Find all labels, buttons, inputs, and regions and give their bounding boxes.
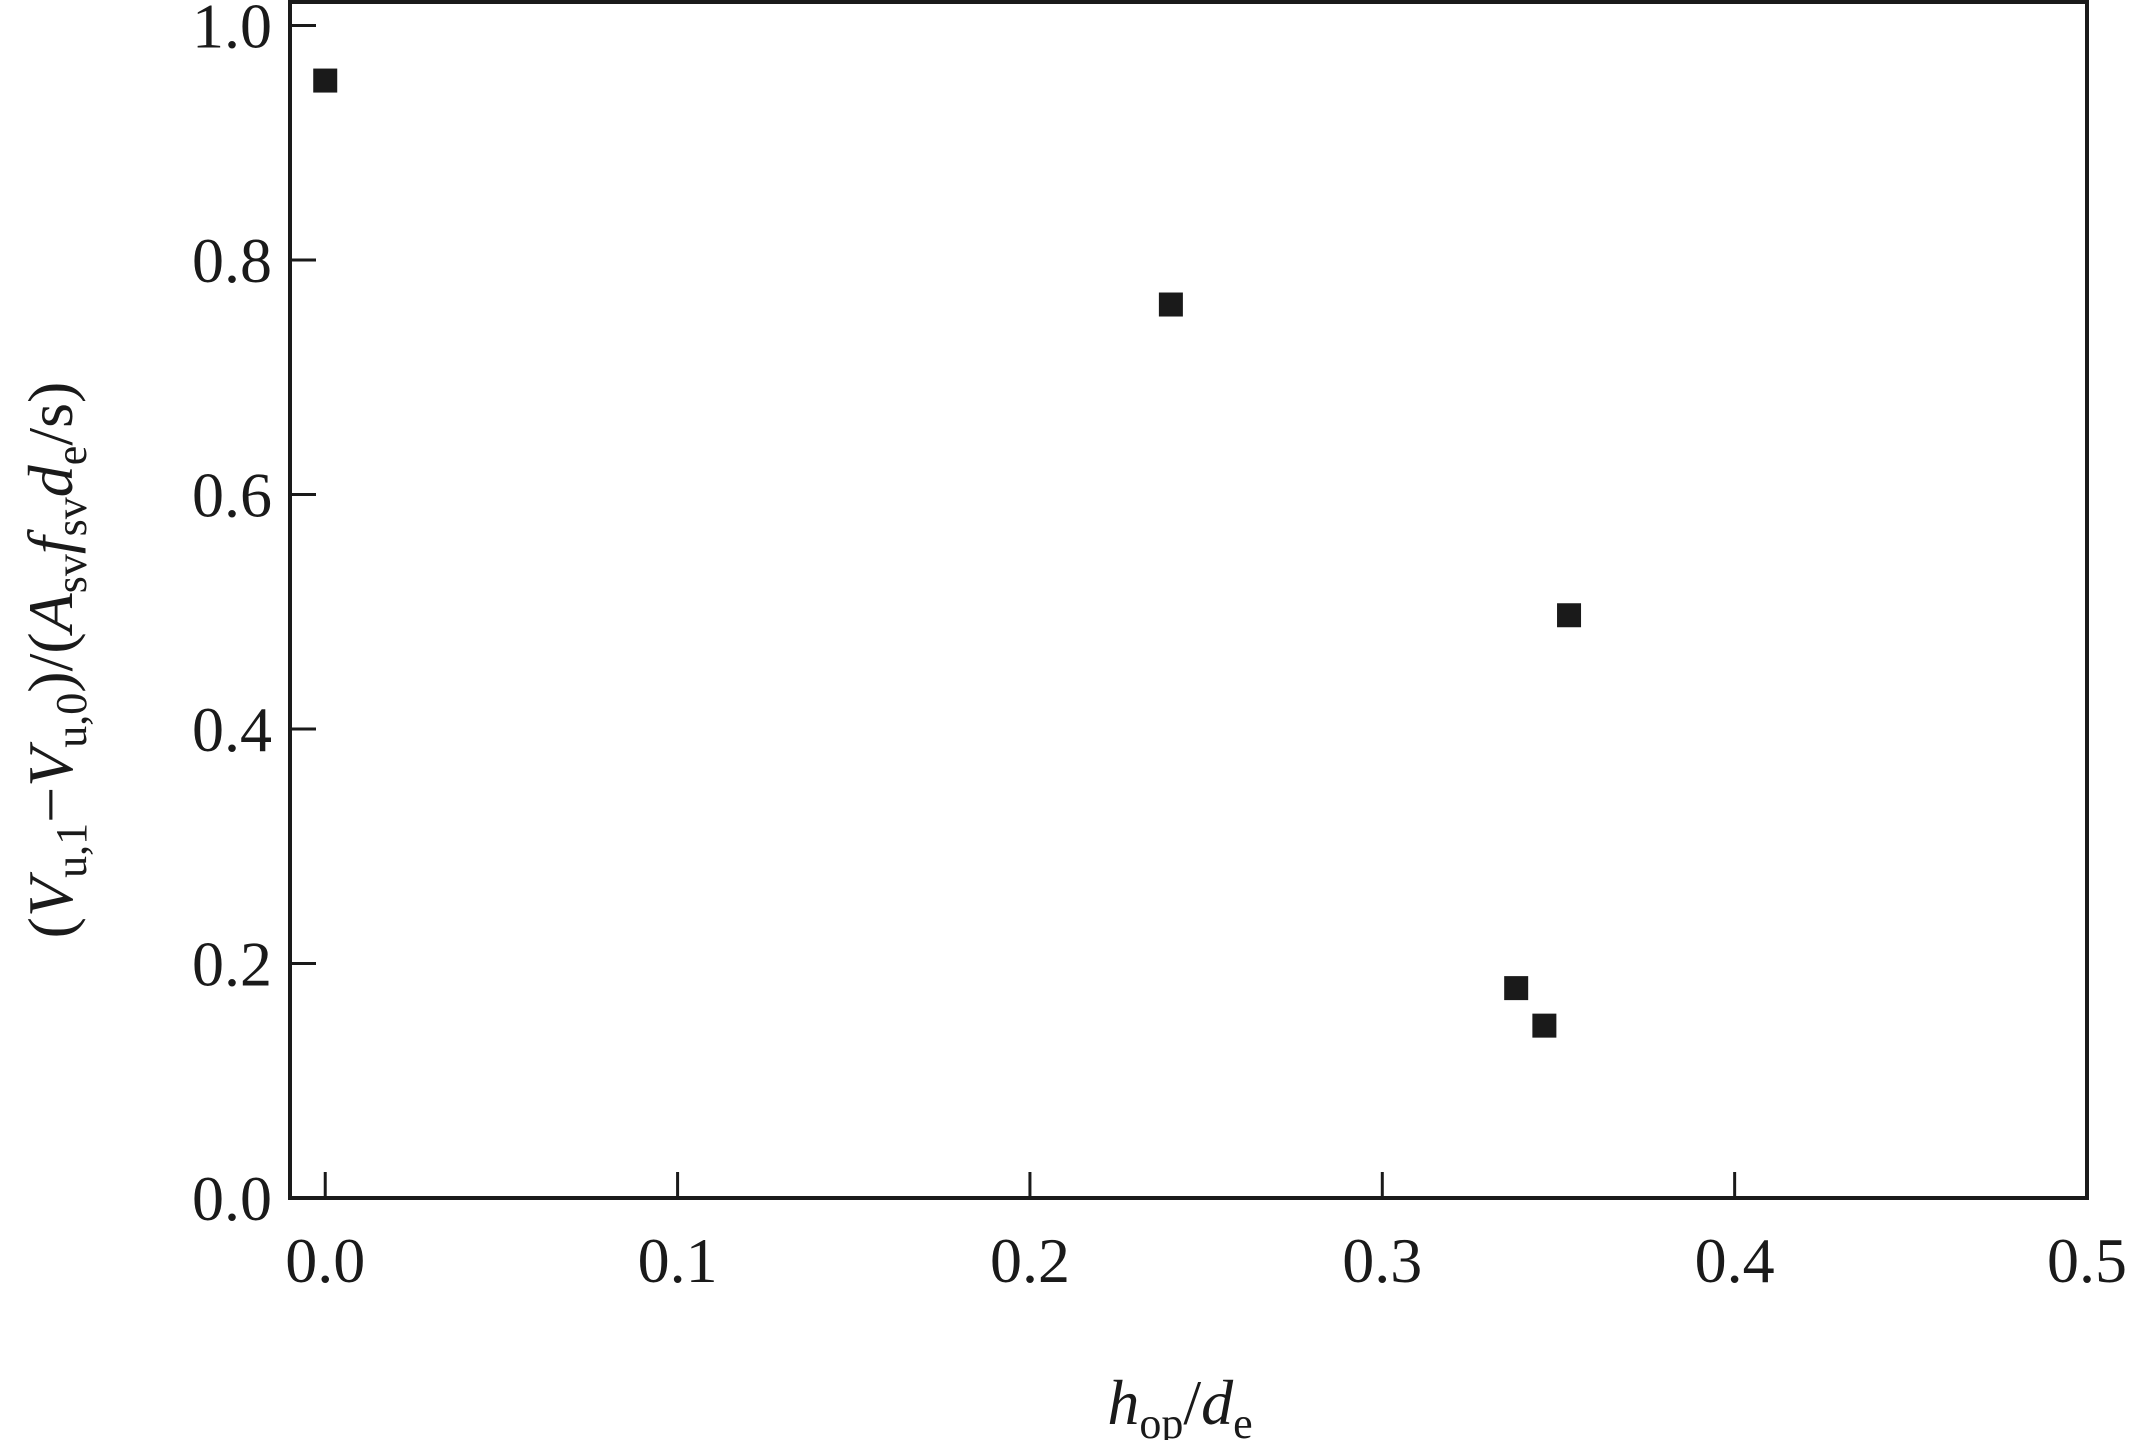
x-tick-label: 0.2 [990, 1225, 1070, 1296]
x-label-sub-op: op [1139, 1399, 1183, 1440]
x-tick-label: 0.5 [2047, 1225, 2127, 1296]
y-label-sub-sv2: sv [47, 497, 96, 536]
y-axis: 0.0 0.2 0.4 0.6 0.8 1.0 [192, 0, 316, 1234]
y-label-sub-e: e [47, 446, 96, 466]
x-tick-label: 0.4 [1695, 1225, 1775, 1296]
y-tick-label: 0.0 [192, 1163, 272, 1234]
data-point [1557, 603, 1582, 628]
y-label-a: A [15, 592, 86, 636]
data-point [1504, 976, 1529, 1001]
y-label-sub-u1: u,1 [47, 823, 96, 878]
x-label-h: h [1107, 1367, 1139, 1438]
y-tick-label: 0.8 [192, 225, 272, 296]
x-label-slash: / [1183, 1367, 1201, 1438]
y-label-d: d [15, 464, 86, 497]
plot-frame [288, 0, 2089, 1200]
x-axis: 0.0 0.1 0.2 0.3 0.4 0.5 [285, 1172, 2127, 1296]
y-label-open: ( [15, 917, 86, 938]
y-label-v2: V [15, 741, 86, 787]
y-tick-label: 1.0 [192, 0, 272, 61]
x-label-d: d [1201, 1367, 1234, 1438]
data-point [313, 68, 338, 93]
y-label-end: /s) [15, 382, 86, 446]
data-points [313, 68, 1582, 1038]
y-label-minus: − [15, 787, 86, 823]
x-tick-label: 0.0 [285, 1225, 365, 1296]
y-axis-label: (Vu,1−Vu,0)/(Asvfsvde/s) [15, 382, 96, 939]
y-tick-label: 0.2 [192, 928, 272, 999]
y-tick-label: 0.6 [192, 459, 272, 530]
x-label-sub-e: e [1233, 1399, 1253, 1440]
y-label-sub-sv1: sv [47, 554, 96, 593]
y-label-mid: )/( [15, 632, 86, 692]
data-point [1532, 1013, 1557, 1038]
x-axis-label: hop/de [1107, 1367, 1252, 1440]
y-label-sub-u0: u,0 [47, 693, 96, 748]
data-point [1158, 292, 1183, 317]
y-tick-label: 0.4 [192, 694, 272, 765]
x-tick-label: 0.1 [638, 1225, 718, 1296]
y-label-v1: V [15, 871, 86, 917]
x-tick-label: 0.3 [1342, 1225, 1422, 1296]
